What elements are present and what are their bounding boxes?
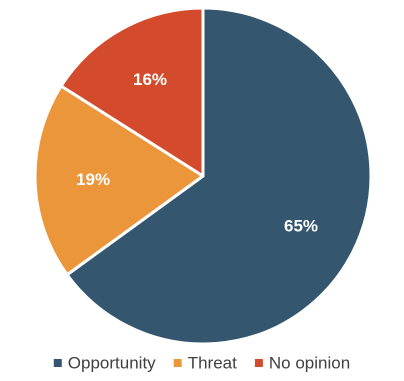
data-label-threat: 19%: [76, 170, 110, 189]
legend-swatch: [173, 359, 182, 367]
legend: Opportunity Threat No opinion: [53, 354, 350, 373]
legend-item-opportunity: Opportunity: [53, 354, 156, 373]
pie-slice-opportunity: [65, 6, 373, 346]
legend-item-no-opinion: No opinion: [254, 354, 350, 373]
data-label-no-opinion: 16%: [133, 70, 167, 89]
legend-swatch: [53, 359, 62, 367]
pie-slice-no-opinion: [59, 6, 205, 178]
legend-item-threat: Threat: [173, 354, 237, 373]
legend-label: No opinion: [269, 354, 350, 373]
legend-swatch: [254, 359, 263, 367]
pie-slices: [33, 6, 373, 346]
pie-slice-threat: [33, 84, 205, 277]
data-label-opportunity: 65%: [284, 216, 318, 235]
pie-data-labels: 65% 19% 16%: [76, 70, 318, 235]
legend-label: Opportunity: [68, 354, 156, 373]
legend-label: Threat: [188, 354, 237, 373]
